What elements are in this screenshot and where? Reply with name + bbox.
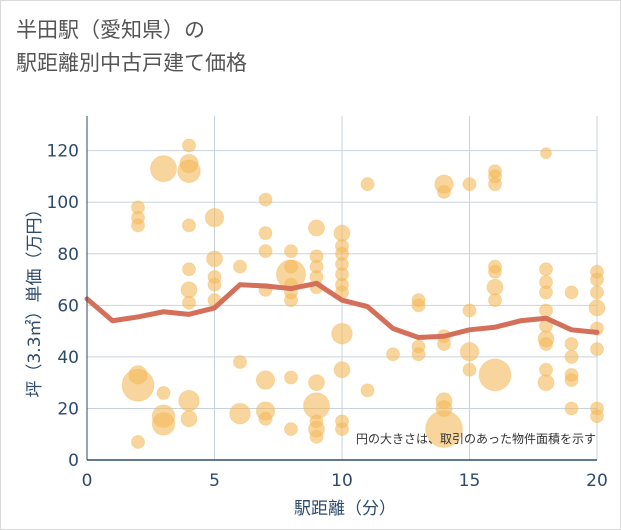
data-bubble <box>462 362 477 377</box>
data-bubble <box>437 336 451 351</box>
data-bubble <box>258 226 273 241</box>
chart-title-line1: 半田駅（愛知県）の <box>16 18 205 42</box>
y-tick-label: 60 <box>57 296 79 316</box>
data-bubble <box>258 192 273 207</box>
data-bubble <box>539 303 553 318</box>
data-bubble <box>207 277 222 292</box>
data-bubble <box>233 259 247 274</box>
data-bubble <box>182 295 196 310</box>
data-bubble <box>258 411 273 426</box>
x-axis-label: 駅距離（分） <box>294 499 396 519</box>
data-bubble <box>335 422 349 437</box>
data-bubble <box>411 347 426 362</box>
data-bubble <box>459 342 480 362</box>
data-bubble <box>180 410 198 428</box>
data-bubble <box>425 410 463 448</box>
data-bubble <box>131 434 145 449</box>
data-bubble <box>437 184 451 199</box>
data-bubble <box>486 278 504 296</box>
data-bubble <box>178 389 200 412</box>
data-bubble <box>488 293 502 308</box>
data-bubble <box>308 374 325 392</box>
data-bubble <box>156 385 171 400</box>
average-price-line <box>84 280 600 341</box>
data-bubble <box>204 207 225 228</box>
x-tick-label: 0 <box>82 471 93 491</box>
average-line-layer <box>84 280 600 341</box>
data-bubble <box>284 422 298 437</box>
data-bubble <box>121 368 155 402</box>
y-tick-label: 120 <box>47 142 79 162</box>
data-bubble <box>590 272 604 287</box>
x-tick-label: 10 <box>331 471 353 491</box>
data-bubble <box>284 370 298 385</box>
data-bubble <box>588 299 606 317</box>
data-bubble <box>333 361 351 379</box>
data-bubble <box>229 402 251 425</box>
data-bubble <box>255 370 276 390</box>
chart-title-line2: 駅距離別中古戸建て価格 <box>16 51 247 75</box>
data-bubble <box>309 429 324 444</box>
data-bubble <box>537 374 555 392</box>
data-bubble <box>182 218 196 233</box>
data-bubble <box>333 224 351 242</box>
data-bubble <box>284 244 298 259</box>
data-bubble <box>258 244 273 259</box>
chart-title: 半田駅（愛知県）の 駅距離別中古戸建て価格 <box>16 14 247 80</box>
data-bubble <box>540 147 552 160</box>
data-bubble <box>564 401 579 416</box>
y-tick-label: 40 <box>57 348 79 368</box>
data-bubble <box>284 293 298 308</box>
data-bubble <box>233 355 247 370</box>
data-bubble <box>360 383 375 398</box>
data-bubble <box>564 349 579 364</box>
data-bubble <box>539 262 553 277</box>
data-bubble <box>478 358 512 392</box>
y-tick-label: 100 <box>47 193 79 213</box>
data-bubble <box>590 409 604 424</box>
data-bubble <box>564 285 579 300</box>
data-bubble <box>590 285 604 300</box>
data-bubble <box>331 322 353 345</box>
data-bubble <box>308 219 325 237</box>
data-bubble <box>131 218 145 233</box>
data-bubble <box>360 177 375 192</box>
data-bubble <box>590 342 604 357</box>
data-bubble <box>177 159 201 184</box>
data-bubble <box>182 138 196 153</box>
data-bubble <box>539 336 553 351</box>
x-tick-label: 5 <box>209 471 220 491</box>
data-bubble <box>151 412 176 436</box>
data-bubble <box>150 155 177 183</box>
y-tick-label: 20 <box>57 399 79 419</box>
data-bubble <box>462 177 477 192</box>
data-bubble <box>206 250 223 268</box>
y-tick-label: 0 <box>68 451 79 471</box>
data-bubble <box>539 285 553 300</box>
x-tick-label: 15 <box>459 471 481 491</box>
y-axis-label: 坪（3.3㎡）単価（万円） <box>25 200 45 397</box>
data-bubble <box>462 303 477 318</box>
data-bubble <box>488 264 502 279</box>
data-bubble <box>488 177 502 192</box>
data-bubble <box>180 281 198 299</box>
x-tick-label: 20 <box>586 471 608 491</box>
data-bubble <box>564 336 579 351</box>
axes: 0 5 10 15 20 0 20 40 60 80 100 120 <box>47 116 608 491</box>
y-tick-label: 80 <box>57 245 79 265</box>
data-bubble <box>564 373 579 388</box>
data-bubble <box>386 347 400 362</box>
data-bubble <box>182 262 196 277</box>
data-bubble <box>411 298 426 313</box>
bubble-size-note: 円の大きさは、取引のあった物件面積を示す <box>356 431 596 446</box>
bubble-layer <box>121 138 606 449</box>
